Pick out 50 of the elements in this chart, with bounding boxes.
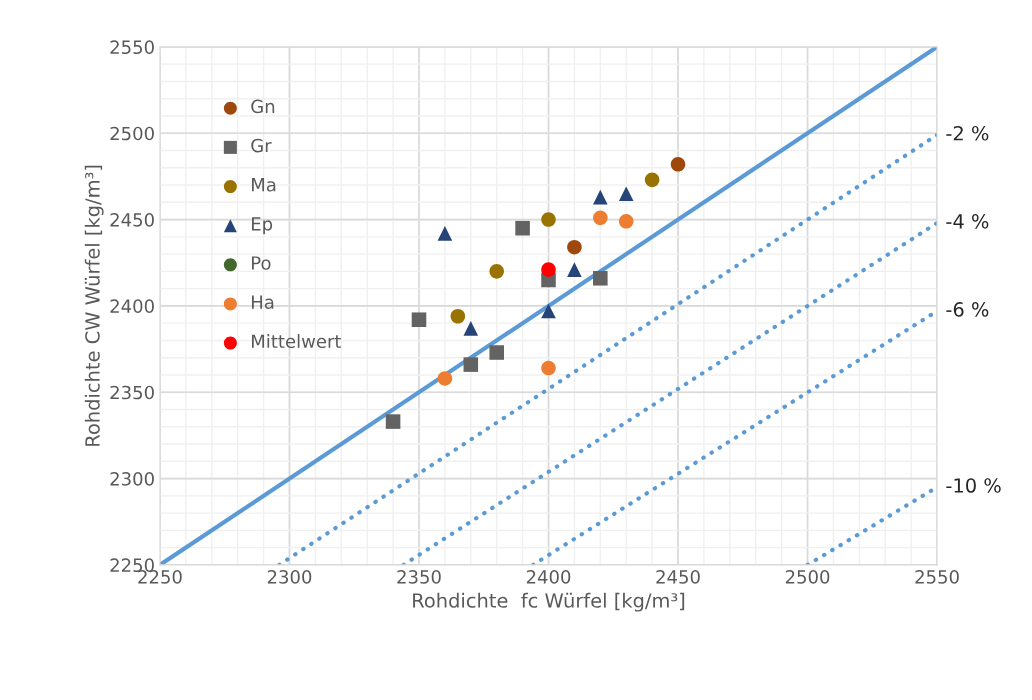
y-tick-label: 2500 [110,126,154,141]
point [618,186,634,201]
point [437,371,453,386]
point [489,345,504,360]
series-label: -4 % [946,213,989,229]
point [593,270,608,286]
point [411,312,427,327]
y-tick-label: 2400 [110,299,154,314]
x-axis-title: Rohdichte fc Würfel [kg/m³] [413,592,685,612]
point [593,189,608,205]
x-tick-label: 2400 [526,570,571,584]
series-label: -2 % [946,125,989,141]
point [463,321,479,336]
x-tick-label: 2250 [138,570,182,584]
point [541,303,556,319]
point [567,262,582,277]
legend-label: Ep [252,217,273,235]
point [567,239,582,255]
point [541,360,556,376]
y-tick-label: 2250 [110,558,154,573]
point [618,214,634,229]
y-tick-label: 2450 [110,213,154,227]
point [515,220,530,236]
x-tick-label: 2550 [915,570,959,584]
series-label: -10 % [946,478,1001,493]
point [644,172,660,188]
point [541,212,556,227]
point [541,262,556,277]
point [593,210,608,226]
series-label: -6 % [946,302,989,317]
legend-label: Gn [251,99,275,114]
legend-label: Mittelwert [252,334,342,349]
y-tick-label: 2550 [110,40,154,55]
point [670,157,686,172]
point [489,264,504,279]
y-tick-label: 2300 [110,472,154,486]
point [450,308,466,324]
point [385,414,401,429]
x-tick-label: 2500 [785,570,830,584]
y-tick-label: 2350 [110,385,154,400]
legend-label: Po [252,256,271,270]
legend-label: Ha [252,295,274,309]
point [437,226,453,241]
legend-label: Ma [252,178,276,192]
x-tick-label: 2300 [267,570,312,584]
x-tick-label: 2350 [397,570,441,584]
point [463,357,479,372]
y-axis-title: Rohdichte CW Würfel [kg/m³] [84,165,104,446]
legend-label: Gr [251,138,272,153]
x-tick-label: 2450 [656,570,700,584]
